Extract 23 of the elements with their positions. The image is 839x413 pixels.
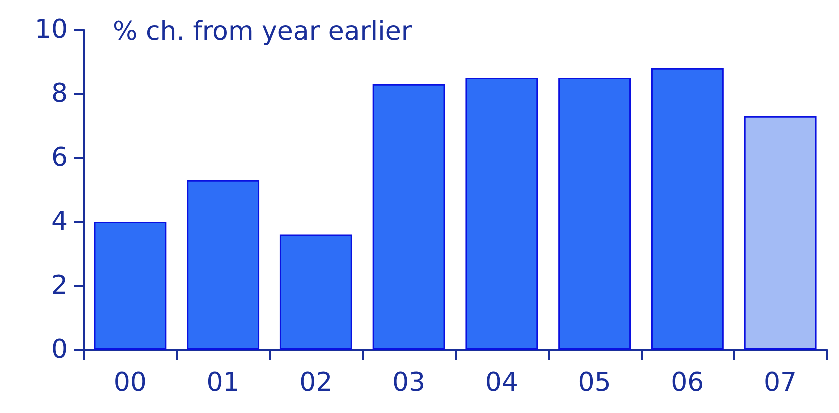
x-tick-label: 06 (671, 368, 704, 398)
x-tick-label: 04 (485, 368, 518, 398)
y-tick-label: 0 (51, 335, 68, 365)
x-tick-label: 07 (764, 368, 798, 398)
bar (372, 84, 446, 350)
bar (558, 78, 632, 350)
x-tick-label: 02 (300, 368, 333, 398)
bar (187, 180, 260, 350)
y-tick-label: 6 (51, 143, 68, 173)
x-tick-label: 05 (578, 368, 612, 398)
bar (466, 78, 538, 350)
y-tick-label: 2 (51, 271, 68, 301)
y-tick-label: 10 (34, 15, 68, 45)
bar (744, 116, 817, 350)
x-tick-label: 03 (392, 368, 426, 398)
x-tick-label: 00 (114, 368, 147, 398)
bar (94, 222, 167, 350)
bar (280, 234, 352, 350)
chart-title: % ch. from year earlier (113, 17, 412, 47)
x-tick-label: 01 (206, 368, 240, 398)
y-tick-label: 4 (51, 207, 68, 237)
bar (651, 68, 724, 350)
y-tick-label: 8 (51, 79, 68, 109)
